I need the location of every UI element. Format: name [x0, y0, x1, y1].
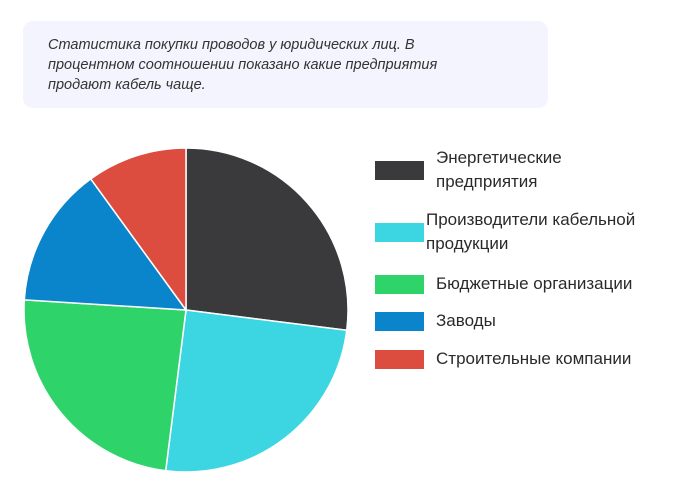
- chart-description: Статистика покупки проводов у юридически…: [23, 21, 548, 108]
- legend-item-factories: Заводы: [375, 309, 673, 333]
- pie-slice-construction: [89, 147, 187, 313]
- legend-label-cable-producers: Производители кабельной продукции: [426, 208, 635, 256]
- legend-label-energy: Энергетические предприятия: [436, 146, 562, 194]
- pie-slice-energy: [185, 147, 349, 332]
- description-line-1: Статистика покупки проводов у юридически…: [48, 37, 415, 53]
- legend-swatch-factories: [375, 311, 424, 331]
- pie-chart: [23, 147, 349, 473]
- legend-label-energy-line-1: Энергетические: [436, 148, 562, 167]
- legend-label-energy-line-2: предприятия: [436, 172, 538, 191]
- chart-description-text: Статистика покупки проводов у юридически…: [48, 35, 530, 95]
- legend-label-construction: Строительные компании: [436, 349, 632, 368]
- description-line-3: продают кабель чаще.: [48, 77, 206, 93]
- legend-item-budget: Бюджетные организации: [375, 272, 673, 296]
- legend-label-factories: Заводы: [436, 311, 496, 330]
- legend-item-energy: Энергетические предприятия: [375, 146, 673, 194]
- legend-item-cable-producers: Производители кабельной продукции: [375, 208, 673, 256]
- pie-slice-budget: [23, 299, 187, 472]
- legend-swatch-construction: [375, 349, 424, 369]
- legend-label-budget: Бюджетные организации: [436, 274, 633, 293]
- legend-swatch-budget: [375, 274, 424, 294]
- legend-label-cable-producers-line-2: продукции: [426, 234, 509, 253]
- legend-swatch-energy: [375, 160, 424, 180]
- legend-label-cable-producers-line-1: Производители кабельной: [426, 210, 636, 229]
- legend-swatch-cable-producers: [375, 222, 424, 242]
- legend-item-construction: Строительные компании: [375, 347, 673, 371]
- description-line-2: процентном соотношении показано какие пр…: [48, 57, 438, 73]
- pie-slice-cable-producers: [164, 309, 348, 473]
- pie-slice-factories: [23, 177, 188, 311]
- pie-slices: [23, 147, 349, 473]
